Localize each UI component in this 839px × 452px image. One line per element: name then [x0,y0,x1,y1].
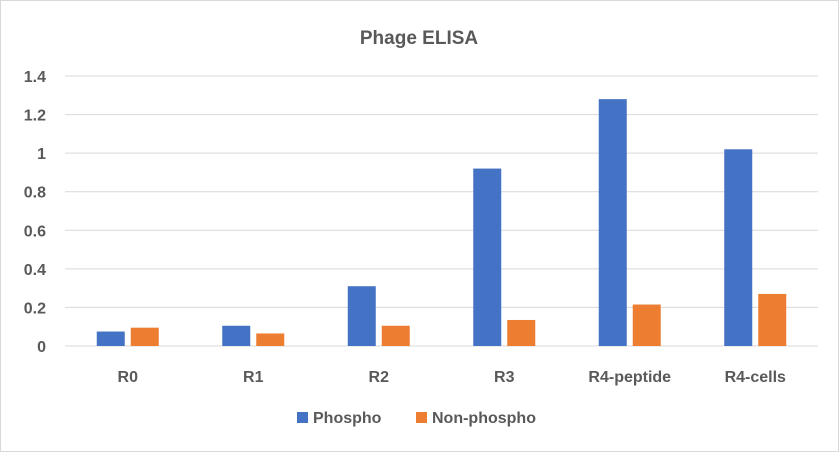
y-tick-label: 1.2 [24,108,46,125]
y-axis-ticks: 0 0.2 0.4 0.6 0.8 1 1.2 1.4 [24,69,46,356]
y-tick-label: 0.4 [24,262,46,279]
bar-non-phospho-r3 [507,319,536,346]
x-tick-label: R2 [369,369,390,386]
chart-title: Phage ELISA [360,28,479,49]
y-tick-label: 1.4 [24,69,46,86]
bars [96,99,787,347]
x-axis-ticks: R0 R1 R2 R3 R4-peptide R4-cells [118,369,787,386]
bar-phospho-r2 [347,286,376,346]
legend: Phospho Non-phospho [297,410,536,427]
bar-phospho-r3 [473,168,502,346]
bar-non-phospho-r4-peptide [632,304,661,346]
x-tick-label: R4-cells [725,369,786,386]
legend-label: Non-phospho [432,410,536,427]
bar-non-phospho-r4-cells [758,293,787,346]
y-tick-label: 0.2 [24,300,46,317]
x-tick-label: R3 [494,369,515,386]
bar-non-phospho-r1 [256,333,285,346]
legend-swatch-phospho [297,412,308,423]
legend-swatch-non-phospho [416,412,427,423]
bar-phospho-r1 [222,325,251,346]
bar-non-phospho-r2 [381,325,410,346]
x-tick-label: R1 [243,369,264,386]
y-tick-label: 0.8 [24,185,46,202]
legend-label: Phospho [313,410,382,427]
y-tick-label: 1 [37,146,46,163]
y-tick-label: 0.6 [24,223,46,240]
bar-phospho-r4-cells [724,149,753,346]
bar-phospho-r0 [96,331,125,346]
x-tick-label: R0 [118,369,139,386]
y-tick-label: 0 [37,339,46,356]
bar-non-phospho-r0 [130,327,159,346]
x-tick-label: R4-peptide [588,369,671,386]
gridlines [65,75,818,347]
bar-phospho-r4-peptide [598,99,627,347]
